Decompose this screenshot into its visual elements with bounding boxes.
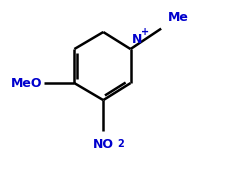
Text: 2: 2	[117, 139, 124, 149]
Text: NO: NO	[93, 138, 114, 151]
Text: MeO: MeO	[10, 77, 42, 90]
Text: +: +	[141, 27, 149, 37]
Text: N: N	[132, 33, 143, 46]
Text: Me: Me	[168, 11, 189, 24]
